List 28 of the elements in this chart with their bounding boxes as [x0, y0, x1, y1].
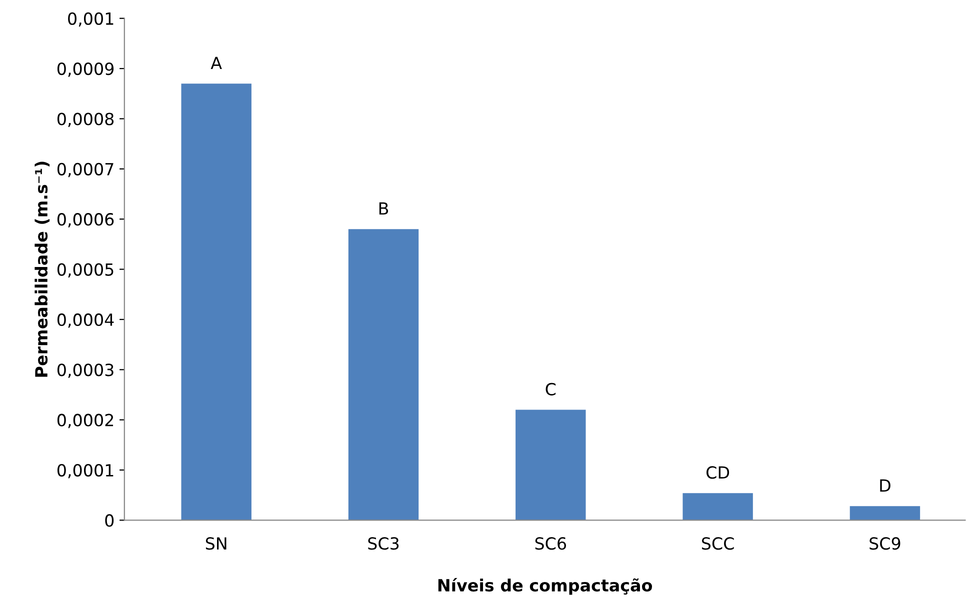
- y-tick-label: 0,0009: [57, 62, 114, 77]
- bar: [682, 493, 753, 520]
- y-tick-label: 0,0004: [57, 313, 114, 328]
- bar: [348, 229, 419, 520]
- x-tick-label: SN: [206, 537, 226, 550]
- x-tick-label: SC3: [368, 537, 399, 550]
- bar: [516, 410, 586, 520]
- y-tick-label: 0,001: [68, 12, 114, 27]
- y-tick-label: 0,0002: [57, 414, 114, 428]
- y-tick-label: 0,0008: [57, 112, 114, 127]
- x-axis-title: Níveis de compactação: [438, 578, 652, 595]
- bar: [850, 506, 920, 520]
- data-label: A: [210, 56, 222, 70]
- y-tick-label: 0,0007: [57, 162, 114, 178]
- y-tick-label: 0,0003: [57, 364, 114, 378]
- x-tick-label: SCC: [702, 537, 734, 550]
- data-label: CD: [706, 466, 730, 479]
- y-tick-label: 0,0001: [57, 464, 114, 478]
- data-label: D: [880, 479, 890, 492]
- y-tick-label: 0,0005: [57, 263, 114, 278]
- y-tick-label: 0: [105, 514, 114, 527]
- x-tick-label: SC9: [870, 537, 900, 550]
- x-tick-label: SC6: [535, 537, 566, 550]
- data-label: B: [379, 202, 388, 215]
- y-tick-label: 0,0006: [57, 213, 114, 228]
- y-axis-title: Permeabilidade (m.s⁻¹): [34, 162, 50, 377]
- bar: [181, 84, 252, 520]
- data-label: C: [546, 382, 556, 396]
